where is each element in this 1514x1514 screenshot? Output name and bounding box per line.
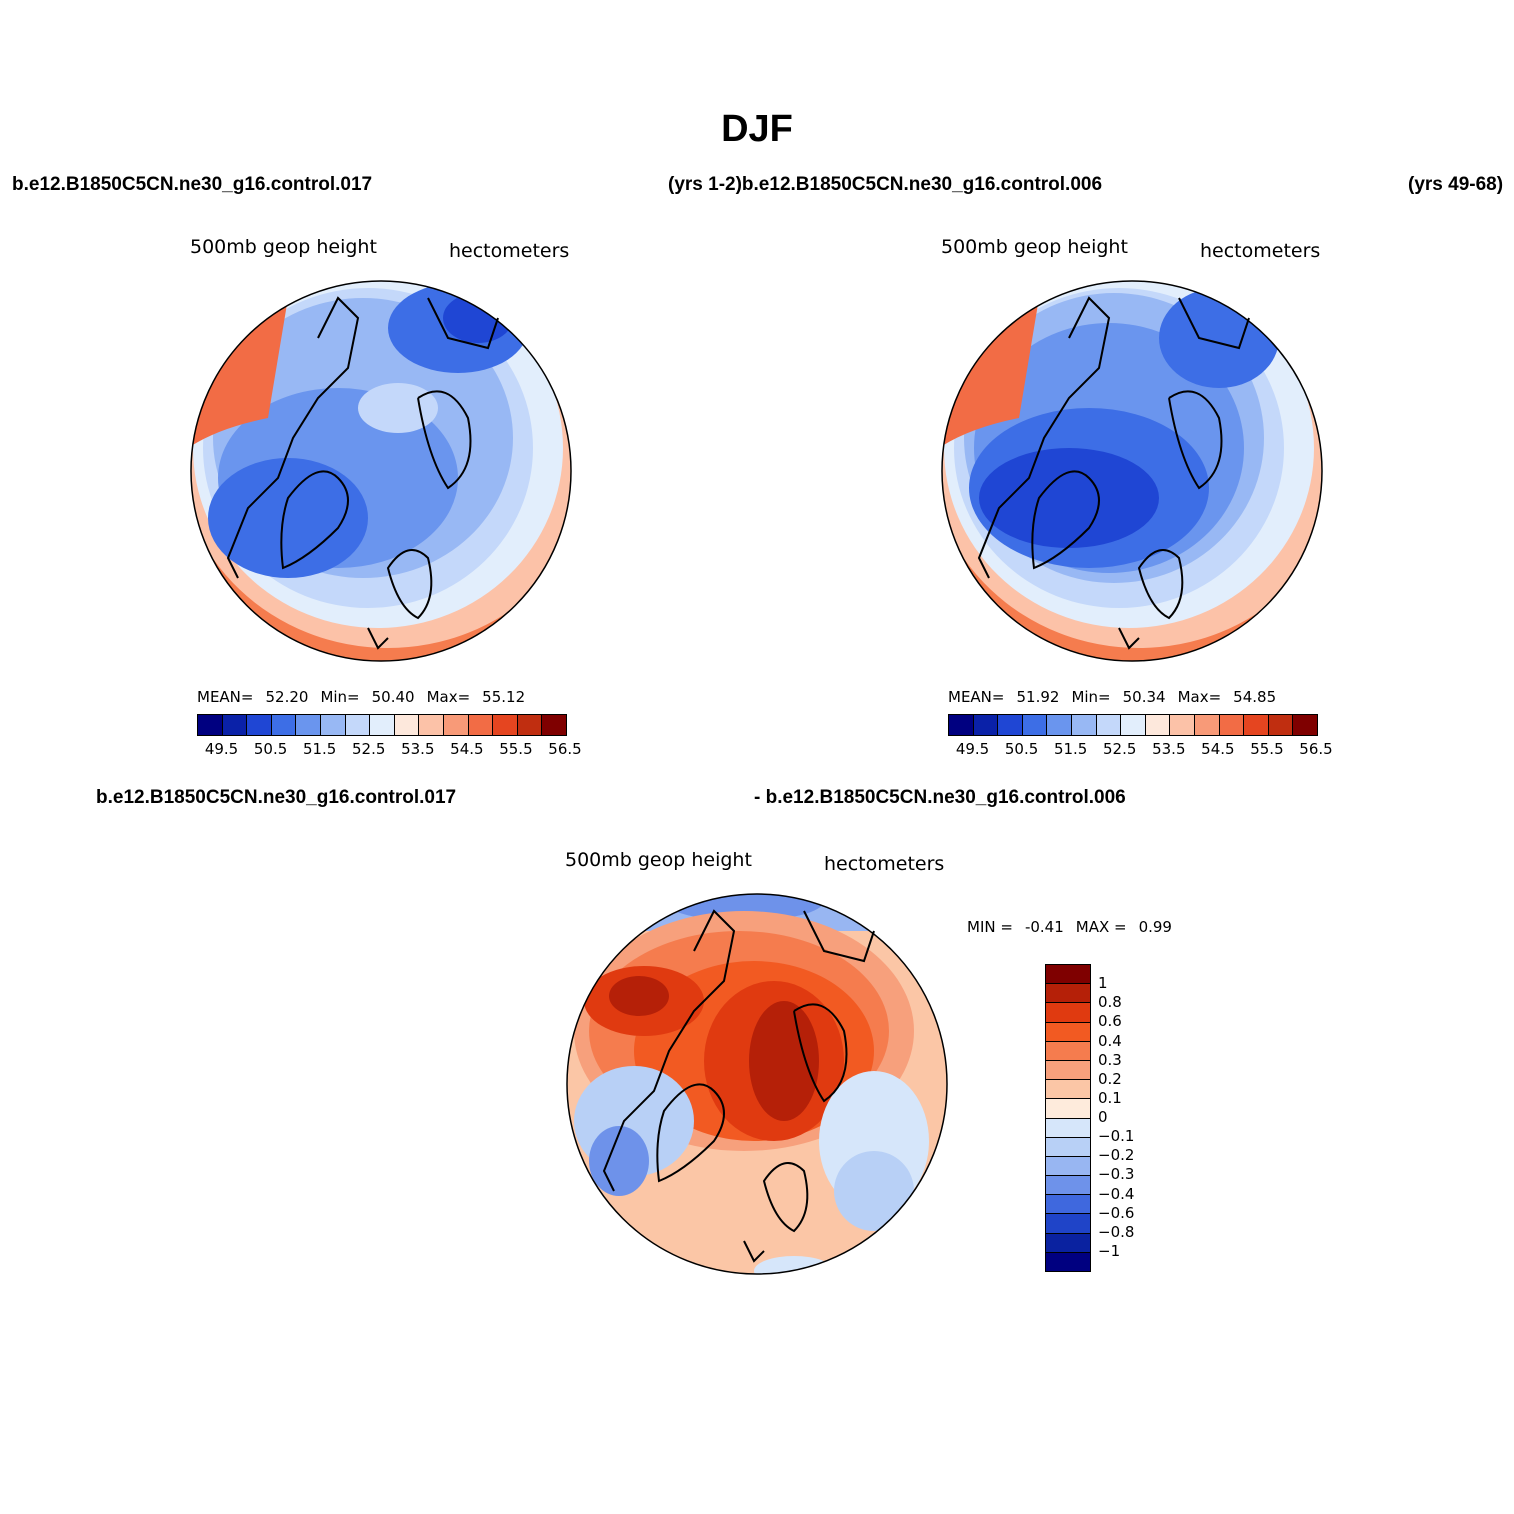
colorbar-swatch (1046, 984, 1090, 1004)
panel2-units: hectometers (1200, 240, 1321, 262)
figure-title: DJF (721, 108, 793, 150)
colorbar-swatch (1194, 715, 1220, 735)
panel3-polar-map (566, 893, 948, 1275)
colorbar-tick-label: −0.6 (1098, 1203, 1135, 1222)
header-case-left: b.e12.B1850C5CN.ne30_g16.control.017 (12, 174, 373, 195)
colorbar-tick-label: 0.2 (1098, 1069, 1122, 1088)
colorbar-swatch (1046, 1195, 1090, 1215)
colorbar-tick-label: 51.5 (1053, 740, 1088, 758)
header-diff-right: - b.e12.B1850C5CN.ne30_g16.control.006 (754, 787, 1126, 808)
colorbar-swatch (345, 715, 371, 735)
colorbar-tick-label: 54.5 (450, 740, 484, 758)
colorbar-tick-label: 55.5 (499, 740, 533, 758)
colorbar-tick-label: 1 (1098, 974, 1108, 993)
colorbar-tick-label: 0.1 (1098, 1088, 1122, 1107)
colorbar-tick-label: −0.2 (1098, 1146, 1135, 1165)
colorbar-tick-label: 55.5 (1250, 740, 1284, 758)
colorbar-swatch (419, 715, 444, 735)
colorbar-tick-label: 54.5 (1201, 740, 1235, 758)
colorbar-swatch (1046, 1156, 1090, 1177)
colorbar-tick-label: 51.5 (302, 740, 337, 758)
colorbar-swatch (493, 715, 518, 735)
colorbar-swatch (973, 715, 999, 735)
panel1-stats: MEAN= 52.20 Min= 50.40 Max= 55.12 (197, 688, 526, 706)
colorbar-swatch (1121, 715, 1146, 735)
colorbar-tick-label: −1 (1098, 1241, 1121, 1260)
colorbar-tick-label: −0.8 (1098, 1222, 1135, 1241)
colorbar-swatch (1219, 715, 1245, 735)
colorbar-swatch (1293, 715, 1317, 735)
colorbar-tick-label: 56.5 (1299, 740, 1333, 758)
colorbar-swatch (517, 715, 543, 735)
colorbar-swatch (1071, 715, 1097, 735)
panel3-units: hectometers (824, 853, 945, 875)
colorbar-swatch (468, 715, 494, 735)
panel2-colorbar (948, 714, 1318, 736)
colorbar-swatch (1046, 1022, 1090, 1042)
colorbar-swatch (370, 715, 395, 735)
colorbar-tick-label: 0 (1098, 1108, 1108, 1126)
header-diff-left: b.e12.B1850C5CN.ne30_g16.control.017 (96, 787, 457, 808)
colorbar-tick-label: 49.5 (955, 740, 990, 758)
colorbar-swatch (1046, 1214, 1090, 1234)
panel1-colorbar (197, 714, 567, 736)
colorbar-swatch (1046, 1137, 1090, 1157)
panel1-polar-map (190, 280, 572, 662)
panel1-variable: 500mb geop height (190, 236, 377, 258)
colorbar-swatch (222, 715, 248, 735)
colorbar-swatch (394, 715, 420, 735)
colorbar-swatch (1046, 1118, 1090, 1138)
colorbar-swatch (247, 715, 272, 735)
colorbar-swatch (1046, 1233, 1090, 1253)
panel2-stats: MEAN= 51.92 Min= 50.34 Max= 54.85 (948, 688, 1277, 706)
colorbar-swatch (271, 715, 297, 735)
colorbar-swatch (1268, 715, 1294, 735)
colorbar-swatch (1046, 1041, 1090, 1061)
colorbar-tick-label: 50.5 (1004, 740, 1039, 758)
colorbar-swatch (1047, 715, 1072, 735)
colorbar-tick-label: −0.3 (1098, 1165, 1135, 1184)
panel3-colorbar (1045, 964, 1091, 1272)
colorbar-swatch (1244, 715, 1269, 735)
panel2-polar-map (941, 280, 1323, 662)
colorbar-tick-label: 56.5 (548, 740, 582, 758)
panel2-variable: 500mb geop height (941, 236, 1128, 258)
colorbar-swatch (1046, 1080, 1090, 1100)
colorbar-swatch (998, 715, 1023, 735)
colorbar-tick-label: 50.5 (253, 740, 288, 758)
colorbar-swatch (1046, 1099, 1090, 1119)
colorbar-swatch (1046, 1003, 1090, 1023)
colorbar-swatch (443, 715, 469, 735)
colorbar-swatch (296, 715, 321, 735)
colorbar-swatch (1046, 1176, 1090, 1196)
colorbar-swatch (949, 715, 974, 735)
colorbar-tick-label: 53.5 (401, 740, 435, 758)
colorbar-swatch (1046, 1252, 1090, 1271)
colorbar-tick-label: 52.5 (1103, 740, 1137, 758)
panel3-stats: MIN = -0.41 MAX = 0.99 (967, 918, 1172, 936)
colorbar-swatch (1022, 715, 1048, 735)
colorbar-tick-label: 53.5 (1152, 740, 1186, 758)
colorbar-tick-label: −0.4 (1098, 1184, 1135, 1203)
colorbar-swatch (1096, 715, 1122, 735)
colorbar-swatch (542, 715, 566, 735)
colorbar-swatch (1046, 965, 1090, 985)
colorbar-swatch (1046, 1060, 1090, 1081)
colorbar-swatch (1170, 715, 1195, 735)
colorbar-tick-label: 0.4 (1098, 1031, 1122, 1050)
colorbar-tick-label: 0.3 (1098, 1050, 1122, 1069)
colorbar-tick-label: 49.5 (204, 740, 239, 758)
colorbar-tick-label: 0.8 (1098, 993, 1122, 1012)
panel3-variable: 500mb geop height (565, 849, 752, 871)
colorbar-tick-label: 52.5 (352, 740, 386, 758)
colorbar-swatch (1145, 715, 1171, 735)
panel1-units: hectometers (449, 240, 570, 262)
header-case-mid: (yrs 1-2)b.e12.B1850C5CN.ne30_g16.contro… (668, 174, 1103, 195)
header-years-right: (yrs 49-68) (1408, 174, 1504, 195)
colorbar-tick-label: 0.6 (1098, 1012, 1122, 1031)
colorbar-swatch (320, 715, 346, 735)
colorbar-swatch (198, 715, 223, 735)
colorbar-tick-label: −0.1 (1098, 1127, 1135, 1146)
